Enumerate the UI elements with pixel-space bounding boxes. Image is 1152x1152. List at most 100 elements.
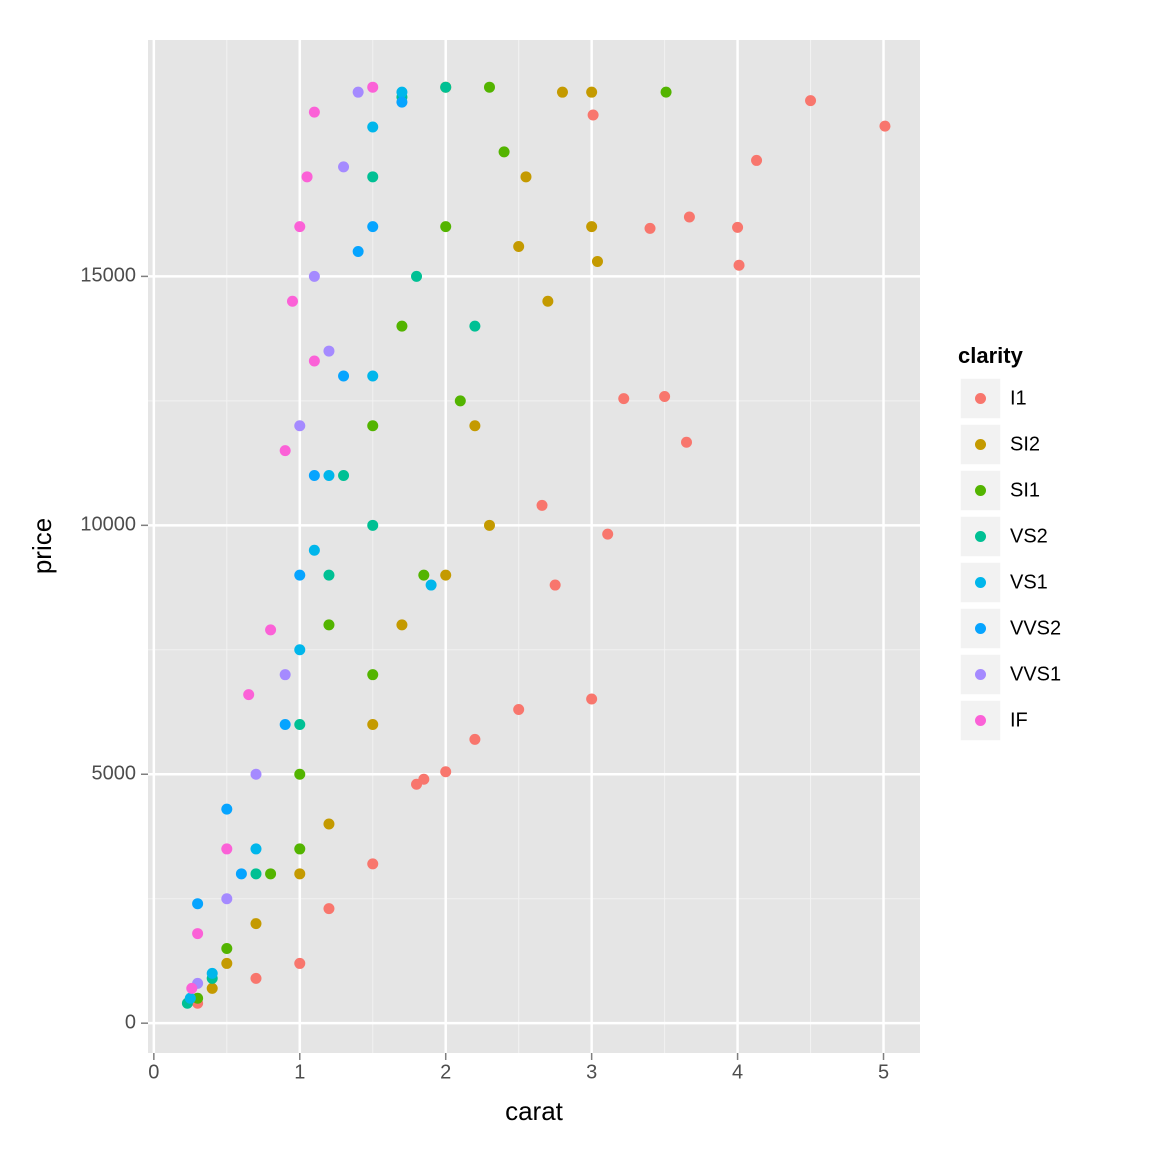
point bbox=[308, 106, 320, 118]
point bbox=[308, 355, 320, 367]
point bbox=[586, 86, 598, 98]
point bbox=[440, 81, 452, 93]
point bbox=[520, 171, 532, 183]
point bbox=[294, 644, 306, 656]
point bbox=[411, 270, 423, 282]
point bbox=[338, 470, 350, 482]
point bbox=[732, 221, 744, 233]
point bbox=[418, 569, 430, 581]
x-tick-label: 1 bbox=[294, 1061, 305, 1083]
legend-marker bbox=[975, 531, 986, 542]
legend-marker bbox=[975, 715, 986, 726]
point bbox=[367, 81, 379, 93]
point bbox=[879, 120, 891, 132]
point bbox=[659, 391, 671, 403]
point bbox=[513, 704, 525, 716]
point bbox=[367, 519, 379, 531]
y-axis-title: price bbox=[27, 518, 57, 574]
point bbox=[367, 718, 379, 730]
point bbox=[542, 295, 554, 307]
point bbox=[396, 86, 408, 98]
point bbox=[418, 773, 430, 785]
legend-marker bbox=[975, 439, 986, 450]
y-tick-label: 10000 bbox=[80, 514, 136, 536]
point bbox=[265, 868, 277, 880]
point bbox=[294, 868, 306, 880]
point bbox=[308, 544, 320, 556]
point bbox=[367, 221, 379, 233]
point bbox=[549, 579, 561, 591]
legend-label: VVS2 bbox=[1010, 617, 1061, 639]
point bbox=[367, 370, 379, 382]
point bbox=[192, 928, 204, 940]
point bbox=[733, 259, 745, 271]
x-tick-label: 5 bbox=[878, 1061, 889, 1083]
x-tick-label: 4 bbox=[732, 1061, 743, 1083]
point bbox=[602, 528, 614, 540]
legend-label: VVS1 bbox=[1010, 663, 1061, 685]
point bbox=[323, 470, 335, 482]
point bbox=[660, 86, 672, 98]
point bbox=[279, 718, 291, 730]
legend-label: SI2 bbox=[1010, 433, 1040, 455]
legend-marker bbox=[975, 623, 986, 634]
panel bbox=[148, 40, 920, 1053]
y-tick-label: 0 bbox=[125, 1011, 136, 1033]
point bbox=[323, 345, 335, 357]
point bbox=[206, 982, 218, 994]
point bbox=[586, 693, 598, 705]
legend-marker bbox=[975, 577, 986, 588]
point bbox=[586, 221, 598, 233]
legend-marker bbox=[975, 393, 986, 404]
point bbox=[294, 420, 306, 432]
point bbox=[587, 109, 599, 121]
point bbox=[440, 766, 452, 778]
legend-marker bbox=[975, 485, 986, 496]
point bbox=[367, 171, 379, 183]
point bbox=[294, 843, 306, 855]
point bbox=[498, 146, 510, 158]
point bbox=[265, 624, 277, 636]
point bbox=[454, 395, 466, 407]
point bbox=[221, 893, 233, 905]
point bbox=[294, 957, 306, 969]
point bbox=[367, 121, 379, 133]
point bbox=[184, 992, 196, 1004]
legend-key bbox=[959, 515, 1002, 558]
legend-marker bbox=[975, 669, 986, 680]
x-tick-label: 3 bbox=[586, 1061, 597, 1083]
point bbox=[294, 768, 306, 780]
point bbox=[367, 669, 379, 681]
point bbox=[323, 619, 335, 631]
legend-label: I1 bbox=[1010, 387, 1027, 409]
point bbox=[221, 803, 233, 815]
point bbox=[352, 245, 364, 257]
y-tick-label: 5000 bbox=[92, 763, 137, 785]
point bbox=[323, 569, 335, 581]
point bbox=[483, 519, 495, 531]
x-axis-title: carat bbox=[505, 1096, 564, 1126]
point bbox=[469, 320, 481, 332]
point bbox=[186, 982, 198, 994]
legend-label: VS1 bbox=[1010, 571, 1048, 593]
point bbox=[301, 171, 313, 183]
point bbox=[221, 957, 233, 969]
legend-label: IF bbox=[1010, 709, 1028, 731]
point bbox=[618, 393, 630, 405]
point bbox=[483, 81, 495, 93]
legend-label: VS2 bbox=[1010, 525, 1048, 547]
point bbox=[279, 445, 291, 457]
point bbox=[279, 669, 291, 681]
point bbox=[338, 370, 350, 382]
point bbox=[338, 161, 350, 173]
point bbox=[683, 211, 695, 223]
point bbox=[556, 86, 568, 98]
point bbox=[235, 868, 247, 880]
point bbox=[250, 843, 262, 855]
point bbox=[206, 967, 218, 979]
point bbox=[469, 733, 481, 745]
point bbox=[367, 858, 379, 870]
point bbox=[308, 470, 320, 482]
